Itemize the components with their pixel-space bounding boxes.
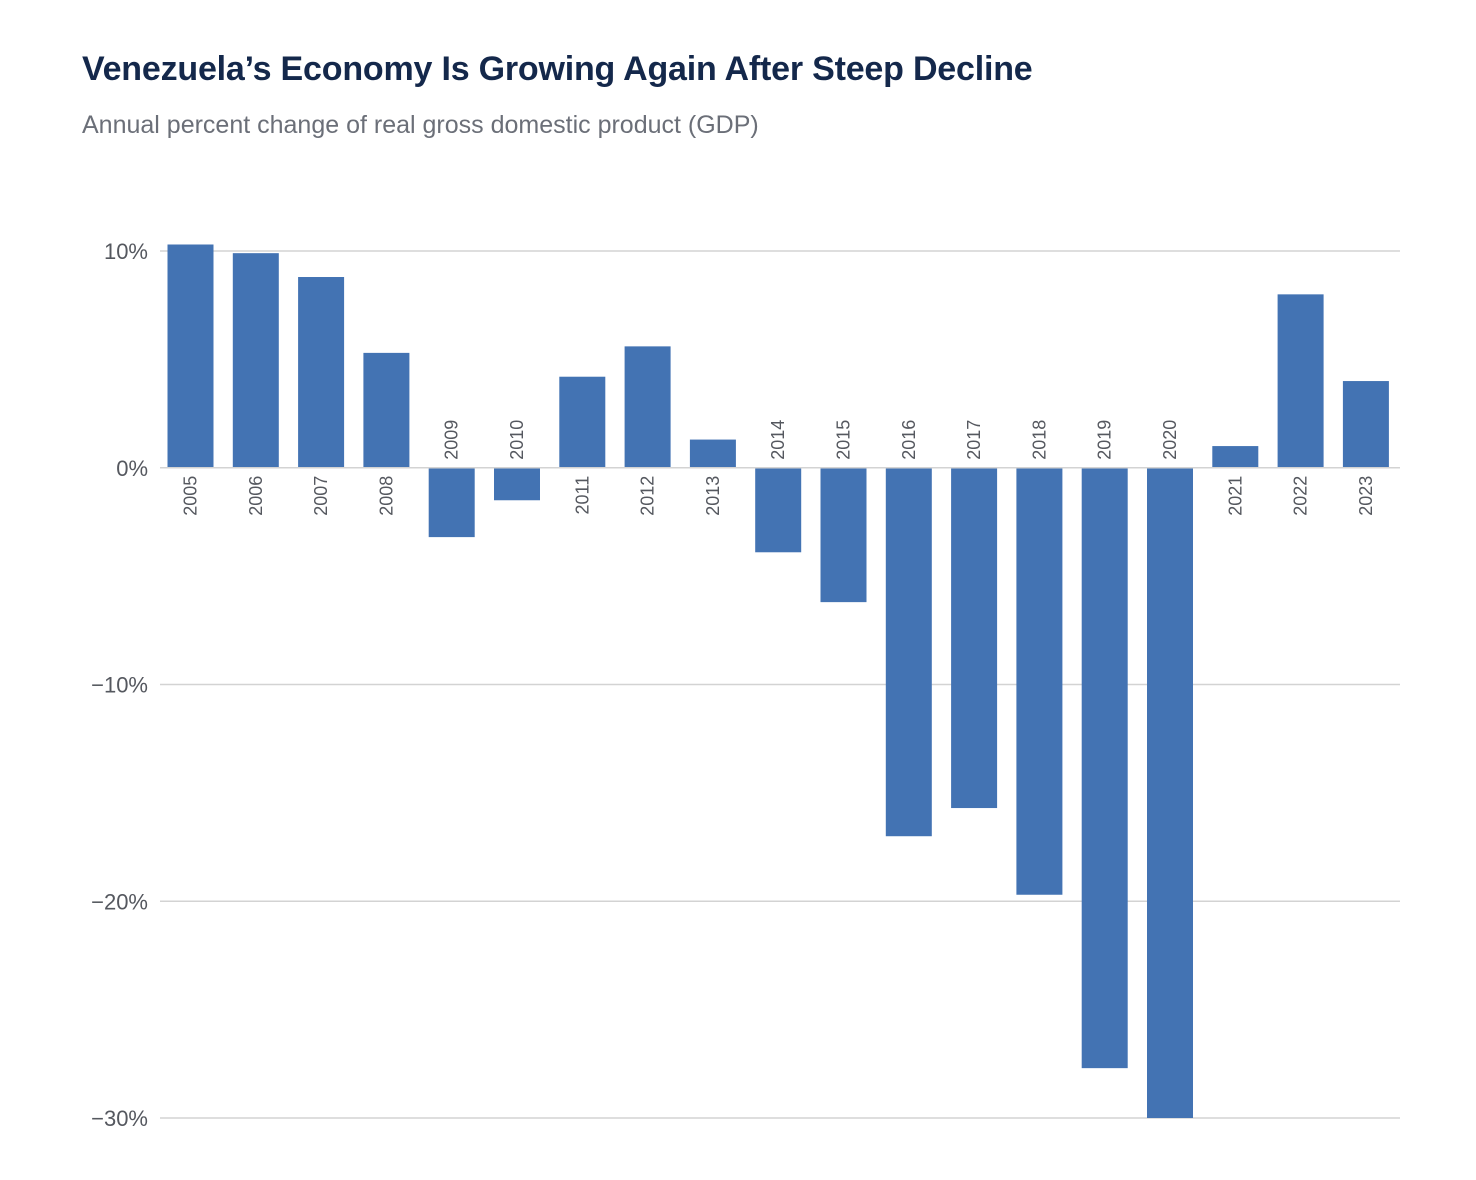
- bar-2017: [951, 467, 998, 809]
- chart-subtitle: Annual percent change of real gross dome…: [82, 111, 759, 139]
- category-label-2005: 2005: [181, 476, 201, 516]
- bar-2014: [755, 467, 802, 553]
- bar-2008: [363, 352, 410, 468]
- bar-2013: [689, 439, 736, 468]
- bar-2007: [298, 277, 345, 468]
- y-axis-tick-labels: 10% 0% −10% −20% −30%: [91, 239, 148, 1131]
- category-label-2012: 2012: [638, 476, 658, 516]
- bar-2006: [232, 253, 279, 468]
- bars: [167, 244, 1389, 1118]
- bar-2021: [1212, 446, 1259, 468]
- bar-2015: [820, 467, 867, 603]
- category-label-2008: 2008: [376, 476, 396, 516]
- chart-title: Venezuela’s Economy Is Growing Again Aft…: [82, 50, 1033, 88]
- bar-2018: [1016, 467, 1063, 895]
- category-label-2018: 2018: [1029, 420, 1049, 460]
- category-label-2006: 2006: [246, 476, 266, 516]
- bar-2012: [624, 346, 671, 468]
- gridlines: [160, 250, 1400, 1119]
- bar-2005: [167, 244, 214, 468]
- bar-2016: [885, 467, 932, 837]
- category-label-2014: 2014: [768, 420, 788, 460]
- category-label-2009: 2009: [442, 420, 462, 460]
- category-label-2007: 2007: [311, 476, 331, 516]
- bar-2020: [1147, 467, 1193, 1118]
- category-label-2017: 2017: [964, 420, 984, 460]
- category-label-2010: 2010: [507, 420, 527, 460]
- y-tick-label: 0%: [116, 456, 148, 481]
- bar-2011: [559, 376, 606, 468]
- category-label-2021: 2021: [1225, 476, 1245, 516]
- bar-2023: [1342, 381, 1389, 468]
- bar-2010: [494, 467, 540, 501]
- category-label-2023: 2023: [1356, 476, 1376, 516]
- category-label-2016: 2016: [899, 420, 919, 460]
- category-label-2013: 2013: [703, 476, 723, 516]
- bar-2019: [1081, 467, 1128, 1069]
- category-label-2011: 2011: [572, 476, 592, 515]
- category-label-2020: 2020: [1160, 420, 1180, 460]
- y-tick-label: −30%: [91, 1106, 148, 1131]
- y-tick-label: −20%: [91, 889, 148, 914]
- bar-2022: [1277, 294, 1324, 468]
- category-label-2019: 2019: [1095, 420, 1115, 460]
- category-label-2015: 2015: [834, 420, 854, 460]
- bar-2009: [428, 467, 475, 538]
- y-tick-label: 10%: [104, 239, 148, 264]
- y-tick-label: −10%: [91, 673, 148, 698]
- category-labels: 2005 2006 2007 2008 2009 2010 2011 2012 2013 2014…: [181, 420, 1376, 516]
- category-label-2022: 2022: [1291, 476, 1311, 516]
